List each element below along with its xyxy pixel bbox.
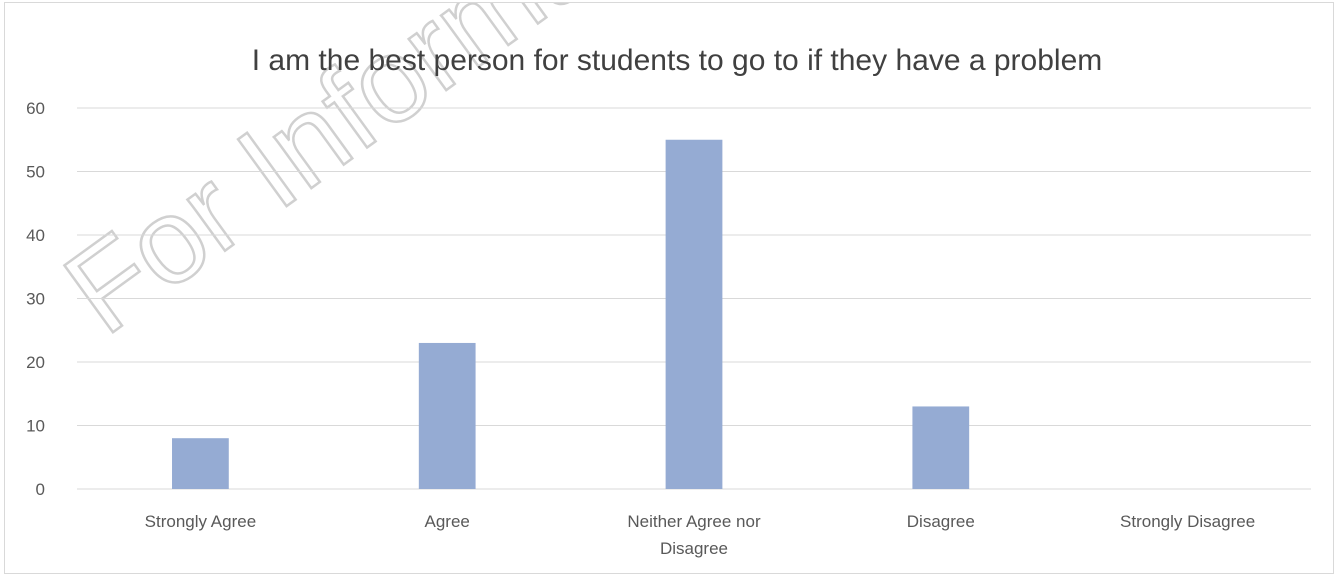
y-tick-label: 30 — [26, 290, 45, 309]
y-tick-label: 10 — [26, 417, 45, 436]
y-tick-label: 40 — [26, 226, 45, 245]
x-axis-ticks: Strongly Agree Agree Neither Agree nor Disa… — [145, 512, 1256, 558]
chart-title: I am the best person for students to go … — [252, 44, 1103, 77]
bars — [172, 139, 970, 489]
bar — [912, 406, 970, 489]
y-axis-ticks: 0 10 20 30 40 50 60 — [26, 99, 45, 499]
y-tick-label: 20 — [26, 353, 45, 372]
x-tick-label: Strongly Disagree — [1120, 512, 1255, 531]
bar — [172, 438, 229, 489]
x-tick-label: Disagree — [660, 539, 728, 558]
bar — [418, 342, 476, 489]
x-tick-label: Strongly Agree — [145, 512, 257, 531]
y-tick-label: 0 — [36, 480, 45, 499]
x-tick-label: Neither Agree nor — [627, 512, 761, 531]
y-tick-label: 60 — [26, 99, 45, 118]
y-tick-label: 50 — [26, 163, 45, 182]
bar — [665, 139, 723, 489]
chart-frame: For Information 0 10 20 30 40 50 60 Strongly A… — [4, 2, 1334, 574]
x-tick-label: Agree — [425, 512, 470, 531]
x-tick-label: Disagree — [907, 512, 975, 531]
